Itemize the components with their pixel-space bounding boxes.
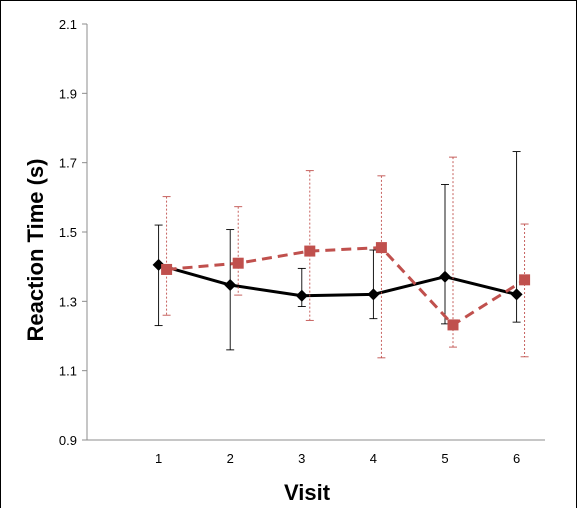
error-bar	[234, 206, 243, 296]
data-point	[375, 242, 387, 254]
x-tick-label: 3	[298, 451, 305, 466]
axes	[82, 23, 545, 441]
error-bar	[305, 170, 314, 321]
error-bar	[154, 224, 163, 327]
data-point	[304, 245, 316, 257]
error-bar	[369, 249, 378, 320]
series-line	[166, 246, 526, 327]
series-layer	[152, 151, 531, 359]
data-point	[519, 274, 531, 286]
error-bar	[377, 175, 386, 359]
error-bar	[441, 184, 449, 325]
data-point	[232, 257, 244, 269]
x-tick-label: 1	[155, 451, 162, 466]
y-tick-label: 1.9	[59, 86, 77, 101]
error-bar	[520, 223, 529, 358]
y-tick-label: 1.5	[59, 225, 77, 240]
y-tick-label: 1.7	[59, 156, 77, 171]
data-point	[295, 289, 308, 302]
x-tick-label: 2	[227, 451, 234, 466]
data-point	[447, 319, 459, 331]
series-2	[161, 156, 531, 359]
y-tick-label: 1.1	[59, 364, 77, 379]
x-tick-label: 4	[370, 451, 377, 466]
x-axis-title: Visit	[284, 480, 331, 505]
data-point	[224, 279, 237, 292]
y-tick-label: 1.3	[59, 294, 77, 309]
series-1	[152, 151, 523, 351]
x-tick-label: 5	[441, 451, 448, 466]
error-bar	[449, 156, 457, 348]
y-tick-labels: 0.9 1.1 1.3 1.5 1.7 1.9 2.1	[59, 17, 77, 448]
y-tick-label: 2.1	[59, 17, 77, 32]
error-bar	[162, 196, 171, 316]
data-point	[161, 263, 173, 275]
y-tick-label: 0.9	[59, 433, 77, 448]
x-tick-label: 6	[513, 451, 520, 466]
series-line	[158, 263, 517, 298]
y-axis-title: Reaction Time (s)	[23, 159, 48, 342]
x-tick-labels: 1 2 3 4 5 6	[155, 451, 520, 466]
data-point	[510, 288, 523, 301]
data-point	[439, 270, 451, 283]
data-point	[367, 288, 380, 301]
